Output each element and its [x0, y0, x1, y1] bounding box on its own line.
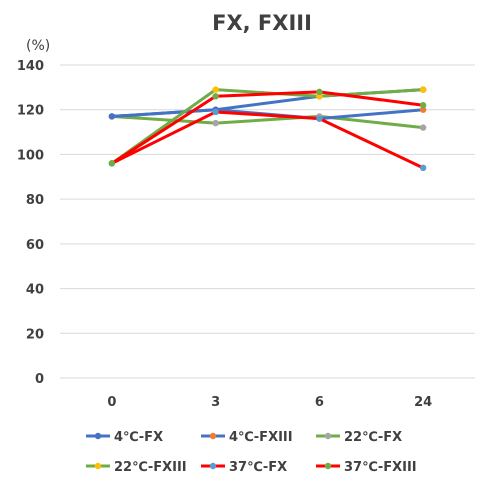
data-point [316, 115, 323, 122]
data-point [419, 164, 427, 172]
y-tick-label: 60 [26, 238, 44, 253]
legend-label: 22℃-FX [344, 430, 402, 445]
data-point [212, 93, 219, 100]
data-point [419, 102, 427, 109]
legend-marker [209, 462, 217, 470]
chart-title: FX, FXIII [212, 11, 312, 35]
legend-item: 4℃-FXIII [201, 430, 293, 445]
legend-label: 37℃-FX [229, 460, 287, 475]
legend: 4℃-FX 4℃-FXIII 22℃-FX 22℃-FXIII 37℃-FX 37℃-FX… [86, 430, 417, 475]
data-point [419, 124, 427, 131]
y-tick-label: 40 [26, 283, 44, 298]
y-tick-label: 0 [35, 372, 44, 387]
data-point [419, 86, 427, 93]
series-line [110, 90, 425, 165]
y-tick-label: 100 [17, 148, 44, 163]
x-tick-label: 6 [315, 395, 324, 410]
legend-marker [209, 432, 217, 440]
x-tick-label: 0 [107, 395, 116, 410]
x-tick-label: 24 [414, 395, 432, 410]
x-tick-label: 3 [211, 395, 220, 410]
data-point [108, 160, 116, 167]
legend-label: 4℃-FX [114, 430, 163, 445]
series-line [110, 110, 425, 170]
legend-label: 22℃-FXIII [114, 460, 187, 475]
legend-label: 4℃-FXIII [229, 430, 293, 445]
legend-item: 37℃-FXIII [316, 460, 417, 475]
data-point [419, 106, 427, 113]
legend-item: 4℃-FX [86, 430, 163, 445]
legend-item: 37℃-FX [201, 460, 287, 475]
legend-marker [94, 432, 102, 440]
legend-marker [94, 462, 102, 470]
legend-item: 22℃-FX [316, 430, 402, 445]
series-line [110, 114, 425, 130]
legend-marker [324, 432, 332, 440]
legend-item: 22℃-FXIII [86, 460, 187, 475]
y-tick-label: 80 [26, 193, 44, 208]
data-point [212, 86, 219, 93]
y-tick-label: 20 [26, 327, 44, 342]
y-axis-unit: (%) [26, 38, 50, 54]
legend-marker [324, 462, 332, 470]
series-5 [108, 88, 427, 167]
legend-label: 37℃-FXIII [344, 460, 417, 475]
x-axis-ticks: 0 3 6 24 [107, 395, 432, 410]
data-point [212, 108, 219, 116]
data-point [108, 113, 116, 120]
data-point [212, 119, 219, 127]
y-tick-label: 140 [17, 59, 44, 74]
data-point [316, 88, 323, 96]
data-point [316, 93, 323, 100]
y-tick-label: 120 [17, 104, 44, 119]
y-axis-ticks: 0 20 40 60 80 100 120 140 [17, 59, 44, 387]
series-lines [108, 86, 427, 172]
